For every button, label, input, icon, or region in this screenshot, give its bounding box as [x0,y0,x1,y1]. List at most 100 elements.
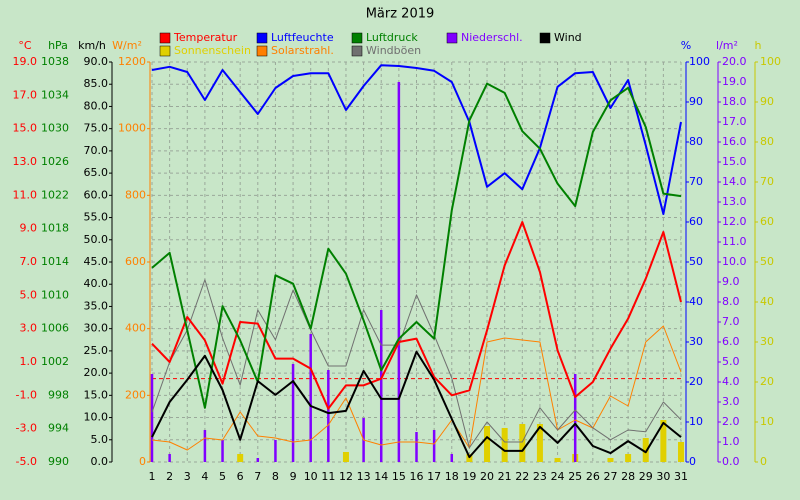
line [151,82,682,409]
x-tick-label: 4 [201,470,208,483]
legend-swatch [256,45,268,57]
y-tick-label: 400 [125,322,146,335]
y-tick-label: 17.0 [722,115,747,128]
line [151,221,682,410]
x-tick-label: 9 [290,470,297,483]
x-tick-label: 19 [462,470,476,483]
y-tick-label: 998 [48,388,69,401]
bar [256,458,260,462]
x-tick-label: 28 [621,470,635,483]
legend-swatch [256,32,268,44]
legend-label: Sonnenschein [174,44,251,57]
bar [291,364,295,462]
bar [432,430,436,462]
y-tick-label: 25.0 [84,344,109,357]
y-tick-label: 55.0 [84,211,109,224]
y-tick-label: 1.0 [722,435,740,448]
bar [342,452,349,462]
y-tick-label: 50 [760,255,774,268]
y-tick-label: 30.0 [84,322,109,335]
y-tick-label: 5.0 [20,288,38,301]
y-tick-label: 1002 [41,355,69,368]
y-tick-label: 1026 [41,155,69,168]
axis-unit: W/m² [112,39,142,52]
y-tick-label: 50.0 [84,233,109,246]
chart-title: März 2019 [366,7,435,22]
y-tick-label: 7.0 [20,255,38,268]
legend-label: Temperatur [173,31,238,44]
y-tick-label: 18.0 [722,95,747,108]
y-tick-label: 70 [760,175,774,188]
bar [519,424,526,462]
y-tick-label: 90 [760,95,774,108]
y-tick-label: 90.0 [84,55,109,68]
bar [415,432,418,462]
y-tick-label: 80 [689,135,703,148]
x-tick-label: 13 [357,470,371,483]
y-tick-label: 1018 [41,222,69,235]
y-tick-label: -1.0 [16,388,37,401]
y-tick-label: 75.0 [84,122,109,135]
bar [660,420,667,462]
bar [168,454,171,462]
x-tick-label: 22 [515,470,529,483]
y-tick-label: 15.0 [13,122,38,135]
y-tick-label: 13.0 [13,155,38,168]
y-tick-label: 14.0 [722,175,747,188]
line [151,350,682,459]
legend-swatch [159,45,171,57]
y-tick-label: 13.0 [722,195,747,208]
y-tick-label: 800 [125,188,146,201]
line [151,279,682,449]
y-tick-label: 11.0 [13,188,38,201]
y-tick-label: 60 [689,215,703,228]
y-tick-label: 1014 [41,255,69,268]
axis-unit: km/h [78,39,106,52]
y-tick-label: 1010 [41,288,69,301]
y-tick-label: 90 [689,95,703,108]
y-tick-label: 12.0 [722,215,747,228]
y-tick-label: 5.0 [91,433,109,446]
y-tick-label: 40 [760,295,774,308]
y-tick-label: 19.0 [13,55,38,68]
x-tick-label: 26 [586,470,600,483]
bar [484,426,491,462]
y-tick-label: 1200 [118,55,146,68]
bar [397,82,401,462]
y-tick-label: 1.0 [20,355,38,368]
y-tick-label: 100 [760,55,781,68]
y-tick-label: 20.0 [722,55,747,68]
axis-unit: °C [18,39,32,52]
legend-swatch [539,32,551,44]
y-tick-label: 1022 [41,188,69,201]
y-tick-label: 1034 [41,88,69,101]
y-tick-label: 100 [689,55,710,68]
y-tick-label: 20 [689,375,703,388]
x-tick-label: 10 [304,470,318,483]
x-tick-label: 12 [339,470,353,483]
bar [607,458,614,462]
axis-unit: h [755,39,762,52]
legend-label: Luftfeuchte [271,31,334,44]
x-tick-label: 25 [568,470,582,483]
x-tick-label: 20 [480,470,494,483]
y-tick-label: 990 [48,455,69,468]
y-tick-label: 60 [760,215,774,228]
y-tick-label: 20.0 [84,366,109,379]
y-tick-label: 2.0 [722,415,740,428]
legend-swatch [351,32,363,44]
bar [642,438,649,462]
x-tick-label: 11 [321,470,335,483]
y-tick-label: 45.0 [84,255,109,268]
y-tick-label: 1030 [41,122,69,135]
x-tick-label: 14 [374,470,388,483]
legend-label: Wind [554,31,582,44]
legend-swatch [446,32,458,44]
y-tick-label: 0.0 [91,455,109,468]
bar [678,442,684,462]
y-tick-label: 8.0 [722,295,740,308]
y-tick-label: 65.0 [84,166,109,179]
x-tick-label: 15 [392,470,406,483]
y-tick-label: 4.0 [722,375,740,388]
